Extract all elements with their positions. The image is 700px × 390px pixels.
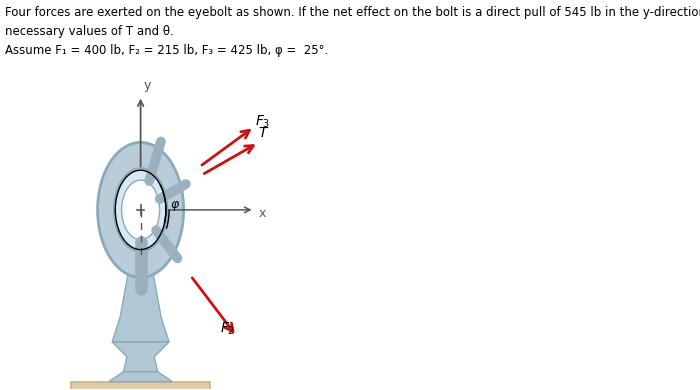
Text: φ: φ [170, 198, 178, 211]
Text: $F_3$: $F_3$ [256, 113, 271, 130]
Text: $F_2$: $F_2$ [220, 320, 235, 337]
Text: θ: θ [145, 191, 153, 204]
FancyBboxPatch shape [71, 382, 210, 390]
Circle shape [97, 142, 183, 277]
Text: $T$: $T$ [258, 126, 269, 140]
Text: y: y [143, 79, 150, 92]
Text: φ: φ [149, 179, 158, 192]
Text: Four forces are exerted on the eyebolt as shown. If the net effect on the bolt i: Four forces are exerted on the eyebolt a… [5, 6, 700, 57]
Polygon shape [112, 342, 169, 372]
Polygon shape [112, 268, 169, 342]
Circle shape [122, 180, 160, 240]
Circle shape [114, 168, 167, 252]
Text: $F_1$: $F_1$ [127, 188, 142, 204]
Polygon shape [108, 372, 172, 382]
Text: x: x [258, 207, 266, 220]
